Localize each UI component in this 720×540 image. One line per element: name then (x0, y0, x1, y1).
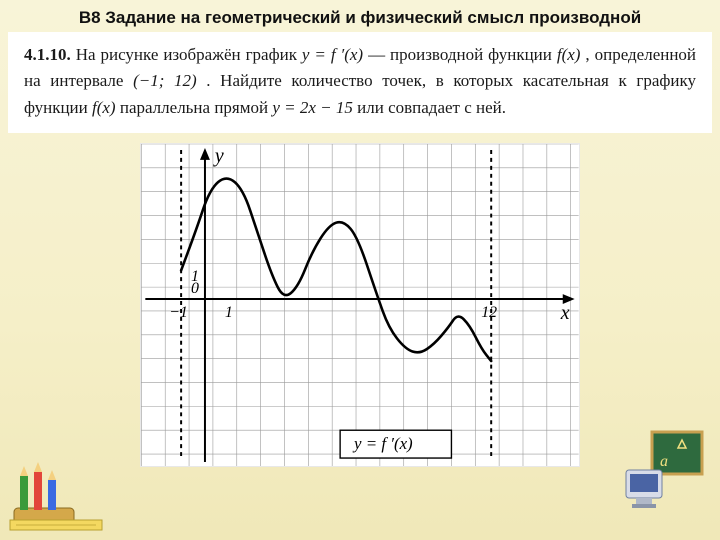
svg-text:1: 1 (225, 304, 233, 321)
page-title: В8 Задание на геометрический и физически… (0, 0, 720, 32)
svg-text:y: y (213, 145, 224, 167)
problem-text-5: параллельна прямой (120, 98, 273, 117)
problem-eq-2: y = 2x − 15 (272, 98, 353, 117)
graph-container: 01−1112yxy = f ′(x) (0, 143, 720, 467)
problem-text-1: На рисунке изображён график (76, 45, 302, 64)
chalkboard-illustration: a (622, 430, 706, 510)
svg-text:−1: −1 (169, 304, 188, 321)
svg-text:12: 12 (481, 304, 497, 321)
problem-statement: 4.1.10. На рисунке изображён график y = … (8, 32, 712, 133)
problem-fn-2: f(x) (92, 98, 116, 117)
svg-text:y = f ′(x): y = f ′(x) (352, 434, 413, 453)
svg-text:x: x (560, 302, 570, 324)
svg-text:1: 1 (191, 268, 199, 285)
derivative-graph: 01−1112yxy = f ′(x) (140, 143, 580, 467)
svg-text:a: a (660, 453, 668, 470)
problem-fn-1: f(x) (557, 45, 581, 64)
problem-interval: (−1; 12) (133, 71, 197, 90)
problem-text-6: или совпадает с ней. (357, 98, 506, 117)
problem-text-2: — производной функции (368, 45, 557, 64)
problem-eq-1: y = f ′(x) (302, 45, 363, 64)
problem-number: 4.1.10. (24, 45, 71, 64)
pencils-illustration (6, 462, 106, 534)
